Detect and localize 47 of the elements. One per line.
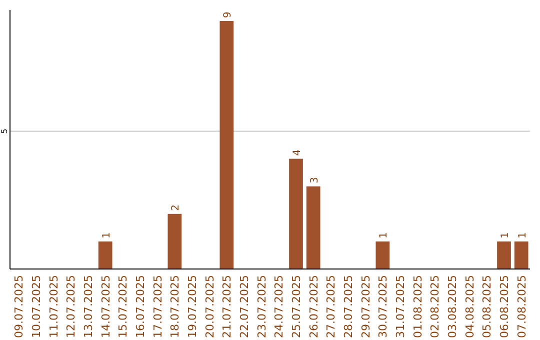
x-tick-label: 27.07.2025 — [324, 275, 338, 338]
x-tick-label: 31.07.2025 — [394, 275, 407, 338]
x-tick-label: 13.07.2025 — [82, 275, 95, 338]
x-tick-label: 04.08.2025 — [463, 275, 476, 338]
x-tick-label: 02.08.2025 — [428, 275, 442, 338]
x-tick-label: 19.07.2025 — [186, 275, 199, 338]
data-label: 4 — [292, 149, 303, 156]
data-label: 3 — [309, 176, 320, 184]
x-tick-label: 09.07.2025 — [12, 275, 26, 338]
x-tick-label: 12.07.2025 — [64, 275, 78, 338]
bar — [376, 241, 390, 269]
x-tick-label: 01.08.2025 — [411, 275, 424, 338]
x-tick-label: 17.07.2025 — [151, 275, 164, 338]
bar — [98, 241, 112, 269]
bar — [306, 186, 320, 269]
x-tick-label: 06.08.2025 — [498, 275, 511, 338]
y-tick-label: 5 — [0, 128, 9, 134]
bar — [168, 214, 182, 269]
x-tick-label: 03.08.2025 — [446, 275, 459, 338]
data-label: 1 — [101, 232, 112, 238]
data-label: 1 — [500, 232, 511, 238]
x-tick-label: 15.07.2025 — [116, 275, 130, 338]
x-tick-label: 24.07.2025 — [272, 275, 286, 338]
x-tick-label: 28.07.2025 — [342, 275, 355, 338]
x-tick-label: 10.07.2025 — [30, 275, 43, 338]
x-tick-label: 07.08.2025 — [515, 275, 528, 338]
bar — [220, 21, 234, 269]
data-label: 2 — [170, 204, 182, 211]
x-tick-label: 20.07.2025 — [203, 275, 216, 338]
x-tick-label: 30.07.2025 — [376, 275, 390, 338]
x-tick-label: 23.07.2025 — [255, 275, 268, 338]
bar — [289, 158, 303, 269]
x-tick-label: 18.07.2025 — [168, 275, 182, 338]
x-tick-label: 14.07.2025 — [99, 275, 112, 338]
data-label: 1 — [517, 232, 528, 238]
x-tick-label: 21.07.2025 — [220, 275, 234, 338]
x-tick-label: 29.07.2025 — [359, 275, 372, 338]
x-tick-label: 25.07.2025 — [290, 275, 303, 338]
data-label: 1 — [378, 232, 390, 238]
x-tick-label: 26.07.2025 — [307, 275, 320, 338]
x-tick-label: 16.07.2025 — [134, 275, 147, 338]
x-tick-label: 11.07.2025 — [47, 275, 60, 338]
bar — [514, 241, 528, 269]
x-tick-label: 05.08.2025 — [480, 275, 494, 338]
bar — [497, 241, 511, 269]
x-tick-label: 22.07.2025 — [238, 275, 251, 338]
data-label: 9 — [222, 12, 234, 18]
